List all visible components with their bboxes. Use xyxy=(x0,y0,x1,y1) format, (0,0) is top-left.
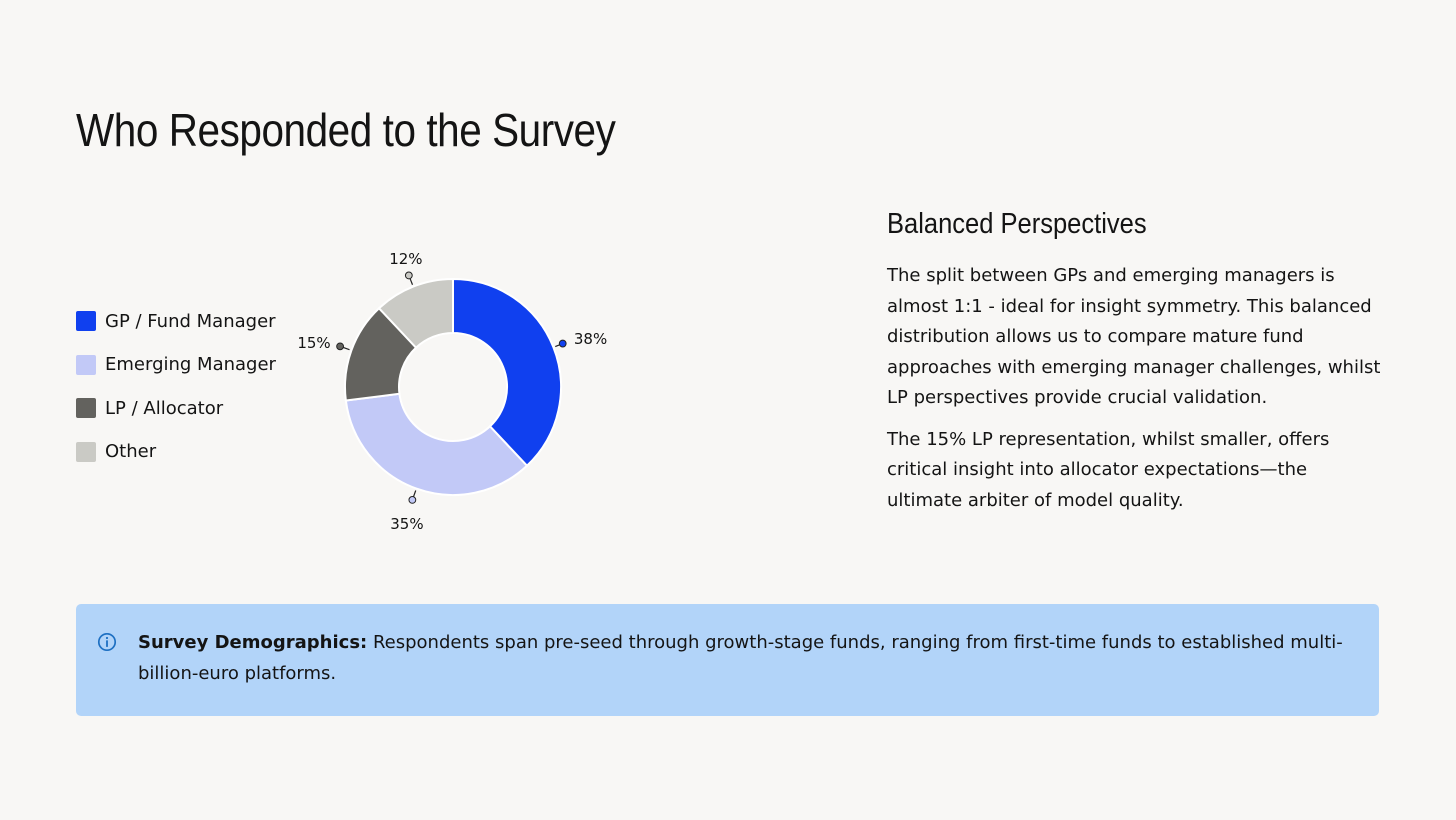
legend-swatch xyxy=(76,354,96,375)
insight-paragraph-2: The 15% LP representation, whilst smalle… xyxy=(887,428,1330,511)
legend-label: GP / Fund Manager xyxy=(105,310,276,332)
slice-leader-dot xyxy=(336,342,344,351)
legend-swatch xyxy=(76,398,96,418)
chart-legend: GP / Fund Manager Emerging Manager LP / Al… xyxy=(76,310,276,484)
donut-slice xyxy=(377,277,454,350)
legend-label: LP / Allocator xyxy=(105,397,224,419)
callout-label: Survey Demographics: xyxy=(138,632,368,653)
legend-swatch xyxy=(76,441,96,462)
info-icon xyxy=(97,632,117,652)
donut-slice xyxy=(452,277,562,468)
callout-text: Survey Demographics: Respondents span pr… xyxy=(138,627,1348,689)
slice-leader-dot xyxy=(408,496,417,504)
survey-demographics-callout: Survey Demographics: Respondents span pr… xyxy=(76,604,1379,716)
legend-item: GP / Fund Manager xyxy=(76,310,276,332)
legend-label: Emerging Manager xyxy=(105,354,276,375)
slice-label: 35% xyxy=(390,515,423,533)
slice-label: 38% xyxy=(574,330,607,348)
page-title: Who Responded to the Survey xyxy=(76,104,616,156)
legend-item: Other xyxy=(76,441,276,463)
legend-item: LP / Allocator xyxy=(76,397,276,419)
callout-body: Respondents span pre-seed through growth… xyxy=(138,632,1343,684)
legend-label: Other xyxy=(105,441,157,462)
legend-item: Emerging Manager xyxy=(76,354,276,376)
insight-panel: Balanced Perspectives The split between … xyxy=(887,208,1387,527)
slice-leader-dot xyxy=(404,271,413,280)
slice-label: 15% xyxy=(297,334,330,352)
insight-title: Balanced Perspectives xyxy=(887,208,1147,240)
donut-slice xyxy=(344,392,529,496)
insight-paragraph-1: The split between GPs and emerging manag… xyxy=(887,265,1381,408)
slice-label: 12% xyxy=(389,250,422,268)
legend-swatch xyxy=(76,311,96,331)
slice-leader-dot xyxy=(558,339,567,348)
